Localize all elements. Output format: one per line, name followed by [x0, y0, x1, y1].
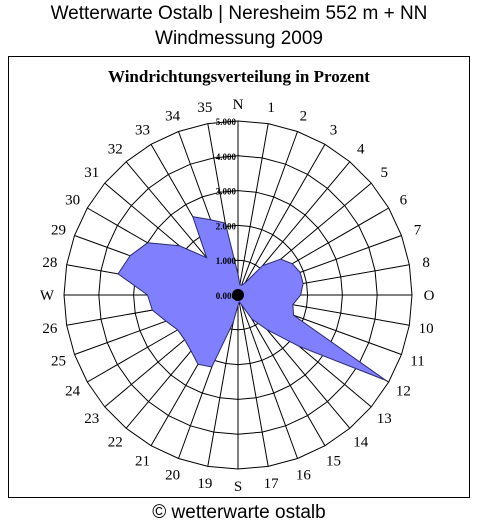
direction-label: 35: [197, 100, 212, 116]
radial-tick-label: 2.000: [216, 221, 237, 231]
direction-label: 29: [51, 223, 66, 239]
direction-label: 6: [400, 193, 408, 209]
direction-label: 21: [135, 453, 150, 469]
grid-spoke: [237, 144, 326, 296]
chart-title: Windrichtungsverteilung in Prozent: [108, 67, 370, 86]
direction-label: 7: [414, 223, 422, 239]
direction-label: 11: [410, 353, 424, 369]
direction-label: 10: [419, 321, 434, 337]
direction-label: 30: [65, 193, 80, 209]
series-area: [117, 216, 386, 381]
chart-header-title: Wetterwarte Ostalb | Neresheim 552 m + N…: [50, 3, 428, 24]
direction-label: 19: [197, 476, 212, 492]
radial-tick-labels: 5.000 4.000 3.000 2.000 1.000 0.000: [216, 117, 237, 301]
direction-label: 32: [108, 142, 123, 158]
direction-label: 3: [330, 123, 338, 139]
direction-label: 26: [42, 321, 58, 337]
series-layer: [117, 216, 386, 381]
direction-label: 34: [165, 109, 181, 125]
grid-spoke: [237, 123, 269, 296]
direction-label: 16: [296, 467, 312, 483]
direction-label: 33: [135, 123, 150, 139]
direction-label: 24: [65, 384, 81, 400]
radial-tick-label: 4.000: [216, 152, 237, 162]
direction-label: 13: [377, 411, 392, 427]
direction-label: N: [233, 97, 244, 113]
wind-rose-chart: Windrichtungsverteilung in Prozent 5.000…: [40, 67, 435, 495]
direction-label: 23: [84, 411, 99, 427]
direction-labels: N 12345678O1011121314151617S1920212223242…: [40, 97, 435, 495]
direction-label: 2: [300, 109, 308, 125]
copyright-footer: © wetterwarte ostalb: [152, 502, 326, 523]
direction-label: 8: [422, 255, 430, 271]
chart-frame: Windrichtungsverteilung in Prozent 5.000…: [8, 56, 470, 498]
direction-label: 4: [357, 142, 365, 158]
direction-label: 25: [51, 353, 66, 369]
grid-spoke: [237, 294, 298, 459]
direction-label: S: [234, 479, 242, 495]
radial-tick-label: 5.000: [216, 117, 237, 127]
grid-spoke: [237, 131, 298, 296]
direction-label: O: [424, 288, 435, 304]
radial-tick-label: 0.000: [216, 291, 237, 301]
direction-label: 22: [108, 434, 123, 450]
direction-label: 15: [326, 453, 341, 469]
direction-label: 17: [264, 476, 280, 492]
direction-label: 14: [353, 434, 369, 450]
radial-tick-label: 1.000: [216, 256, 237, 266]
direction-label: 31: [84, 165, 99, 181]
direction-label: 5: [381, 165, 389, 181]
direction-label: 1: [267, 100, 275, 116]
grid-spoke: [237, 294, 269, 467]
radial-tick-label: 3.000: [216, 187, 237, 197]
direction-label: 12: [396, 384, 411, 400]
chart-header-subtitle: Windmessung 2009: [155, 28, 323, 49]
direction-label: 28: [42, 255, 57, 271]
direction-label: W: [40, 288, 55, 304]
center-hub: [232, 289, 244, 301]
direction-label: 20: [165, 467, 180, 483]
